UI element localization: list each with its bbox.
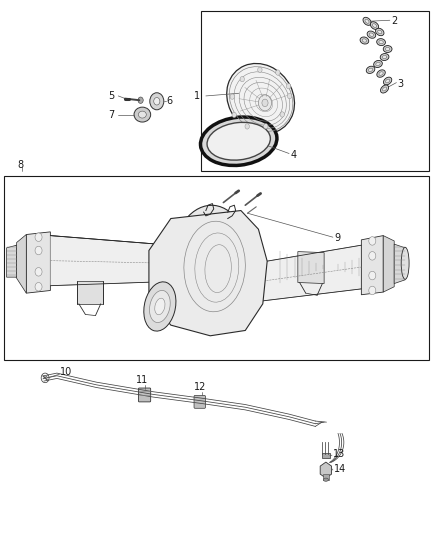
Text: 5: 5 — [109, 91, 115, 101]
Ellipse shape — [385, 79, 390, 83]
Ellipse shape — [144, 282, 176, 331]
Ellipse shape — [12, 245, 21, 277]
Circle shape — [245, 124, 249, 129]
Circle shape — [369, 237, 376, 245]
Circle shape — [150, 93, 164, 110]
Polygon shape — [394, 244, 405, 284]
Circle shape — [35, 268, 42, 276]
Polygon shape — [50, 236, 171, 286]
Ellipse shape — [366, 66, 375, 74]
FancyBboxPatch shape — [138, 388, 151, 402]
Circle shape — [240, 76, 244, 82]
Circle shape — [35, 282, 42, 291]
Ellipse shape — [367, 31, 376, 38]
Circle shape — [262, 99, 268, 107]
Ellipse shape — [134, 107, 151, 122]
Circle shape — [287, 93, 292, 99]
Ellipse shape — [171, 205, 250, 322]
Text: 12: 12 — [194, 382, 207, 392]
Text: 4: 4 — [290, 150, 297, 159]
Ellipse shape — [380, 53, 389, 61]
Text: 13: 13 — [333, 449, 345, 459]
Circle shape — [369, 252, 376, 260]
Bar — [323, 474, 328, 480]
Polygon shape — [361, 236, 383, 295]
Text: 7: 7 — [109, 110, 115, 119]
Bar — [201, 11, 429, 171]
Ellipse shape — [227, 63, 294, 134]
Polygon shape — [320, 462, 332, 478]
Circle shape — [230, 94, 234, 99]
Polygon shape — [298, 252, 324, 284]
Circle shape — [154, 98, 160, 105]
Ellipse shape — [381, 85, 389, 93]
Circle shape — [286, 84, 291, 89]
Circle shape — [258, 95, 272, 111]
Circle shape — [138, 97, 143, 103]
Ellipse shape — [378, 30, 382, 34]
Ellipse shape — [401, 247, 409, 279]
Polygon shape — [77, 281, 103, 304]
Polygon shape — [7, 245, 17, 277]
Text: 1: 1 — [194, 91, 200, 101]
Circle shape — [258, 67, 262, 72]
Polygon shape — [26, 232, 50, 293]
Polygon shape — [383, 236, 394, 292]
Polygon shape — [261, 245, 361, 301]
Ellipse shape — [207, 123, 270, 160]
Text: 3: 3 — [398, 79, 404, 88]
Ellipse shape — [323, 478, 328, 481]
Ellipse shape — [382, 55, 387, 59]
Ellipse shape — [377, 38, 385, 46]
Text: 14: 14 — [334, 464, 346, 474]
Ellipse shape — [362, 39, 367, 42]
Circle shape — [280, 112, 284, 117]
Text: 2: 2 — [391, 17, 397, 26]
Circle shape — [264, 124, 268, 129]
Circle shape — [276, 70, 280, 75]
Ellipse shape — [360, 37, 369, 44]
Text: 8: 8 — [18, 160, 24, 170]
Ellipse shape — [382, 87, 387, 91]
Ellipse shape — [379, 72, 383, 75]
Circle shape — [369, 286, 376, 295]
Ellipse shape — [376, 62, 380, 66]
Ellipse shape — [372, 24, 377, 27]
Ellipse shape — [201, 117, 277, 165]
Text: 10: 10 — [60, 367, 73, 377]
Circle shape — [35, 246, 42, 255]
Circle shape — [35, 233, 42, 241]
Text: 11: 11 — [136, 375, 148, 385]
Ellipse shape — [365, 19, 369, 23]
Ellipse shape — [138, 111, 146, 118]
Ellipse shape — [363, 17, 371, 26]
Ellipse shape — [155, 298, 165, 314]
Circle shape — [369, 271, 376, 280]
Text: 9: 9 — [334, 233, 340, 243]
Ellipse shape — [385, 47, 390, 51]
Ellipse shape — [371, 22, 378, 29]
Ellipse shape — [368, 68, 373, 71]
Text: 6: 6 — [166, 96, 173, 106]
Ellipse shape — [379, 41, 383, 44]
Circle shape — [232, 112, 237, 118]
Polygon shape — [17, 235, 26, 293]
Ellipse shape — [369, 33, 374, 36]
Ellipse shape — [383, 46, 392, 53]
Ellipse shape — [375, 28, 384, 36]
Bar — [322, 453, 330, 458]
Bar — [4, 176, 429, 360]
Ellipse shape — [384, 77, 392, 85]
Ellipse shape — [377, 70, 385, 77]
Ellipse shape — [374, 60, 382, 68]
Polygon shape — [149, 211, 267, 336]
Ellipse shape — [149, 290, 170, 322]
FancyBboxPatch shape — [194, 395, 205, 408]
